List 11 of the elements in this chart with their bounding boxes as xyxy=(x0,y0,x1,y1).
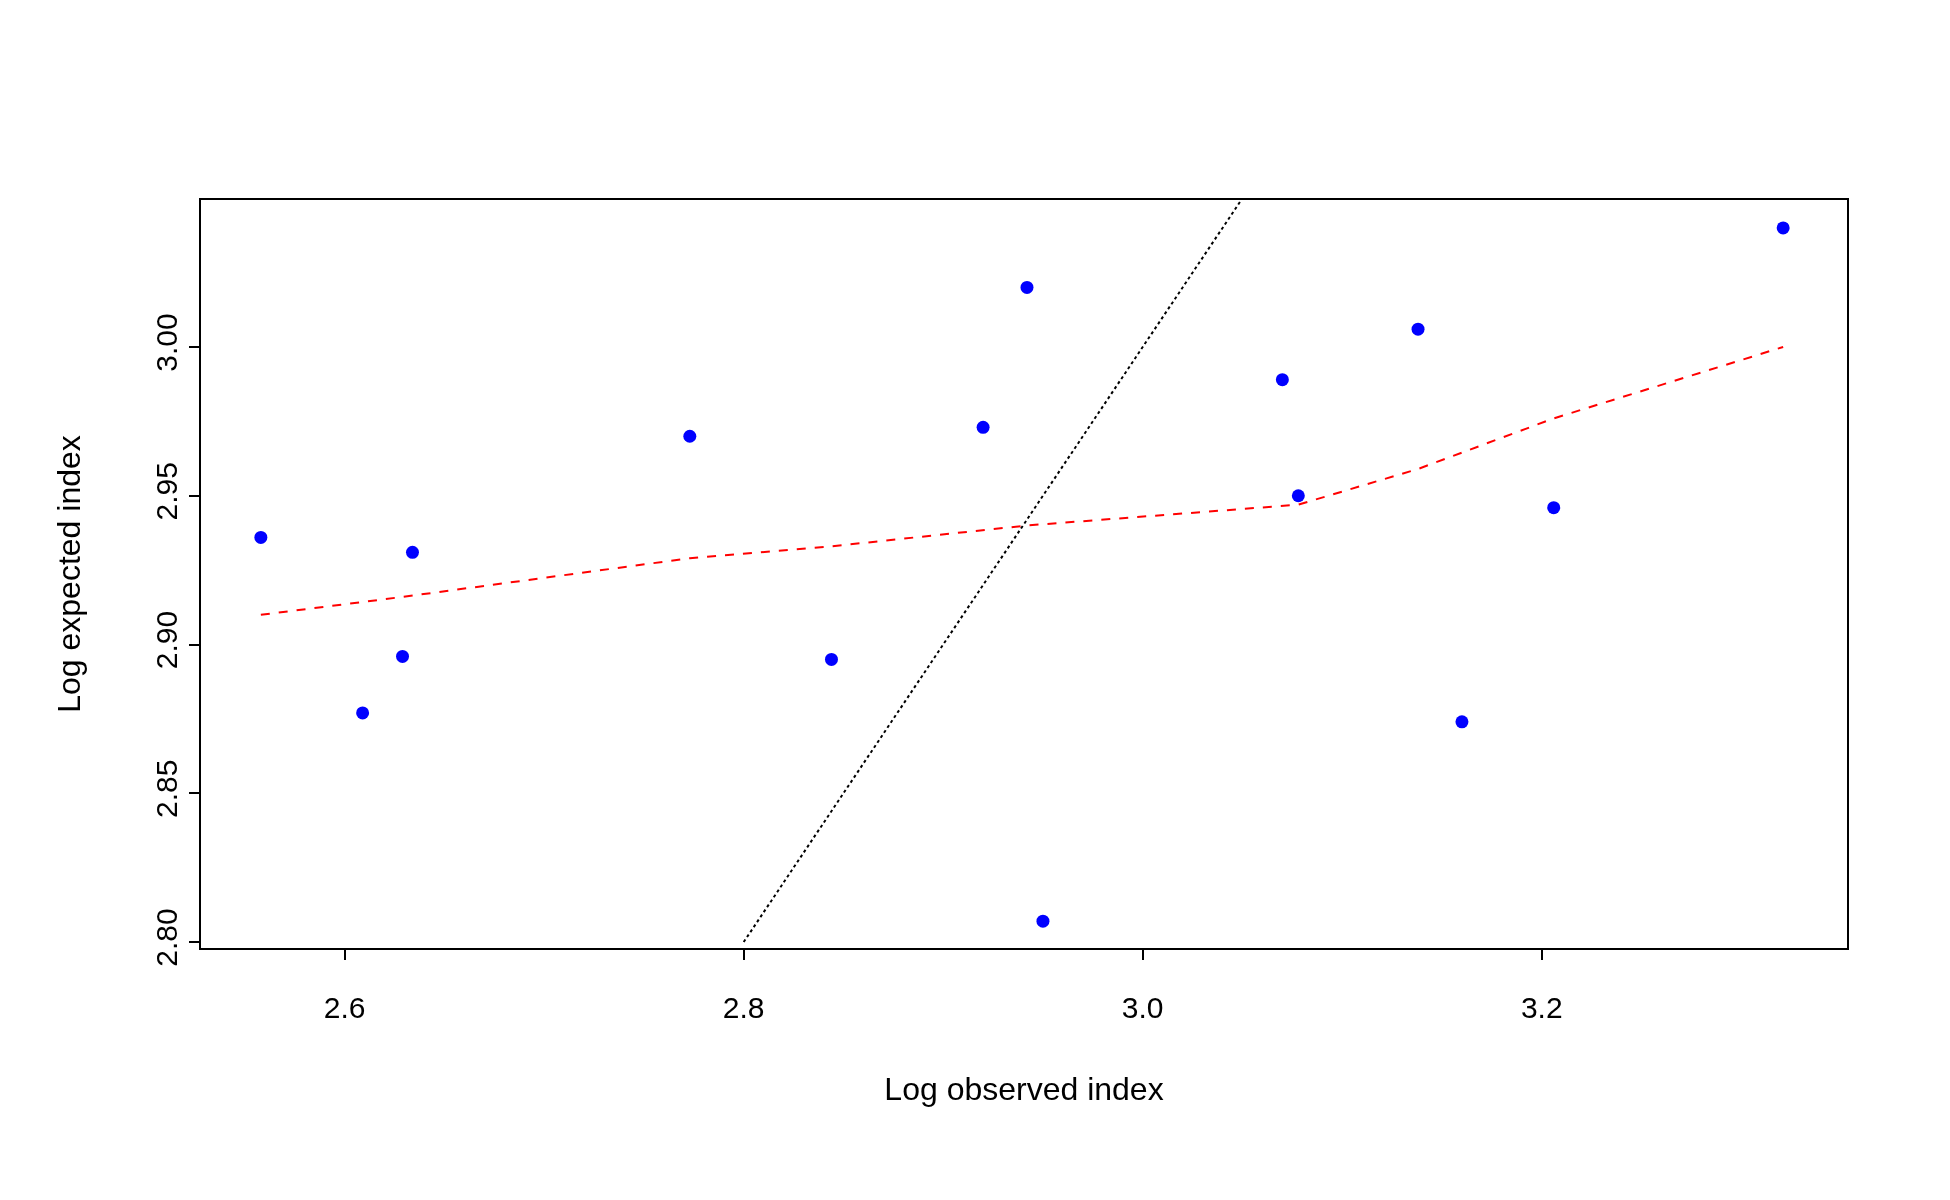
x-axis-title: Log observed index xyxy=(884,1071,1164,1108)
y-tick-label: 2.85 xyxy=(150,759,183,818)
x-tick-label: 2.8 xyxy=(722,991,765,1024)
y-tick-label: 2.95 xyxy=(150,462,183,521)
y-tick-label: 2.90 xyxy=(150,610,183,670)
y-tick-label: 3.00 xyxy=(150,313,183,372)
x-tick-label: 2.6 xyxy=(323,991,366,1024)
y-tick-label: 2.80 xyxy=(150,908,183,967)
y-axis-title: Log expected index xyxy=(50,435,87,713)
x-tick-label: 3.0 xyxy=(1121,991,1164,1024)
x-tick-label: 3.2 xyxy=(1520,991,1563,1024)
